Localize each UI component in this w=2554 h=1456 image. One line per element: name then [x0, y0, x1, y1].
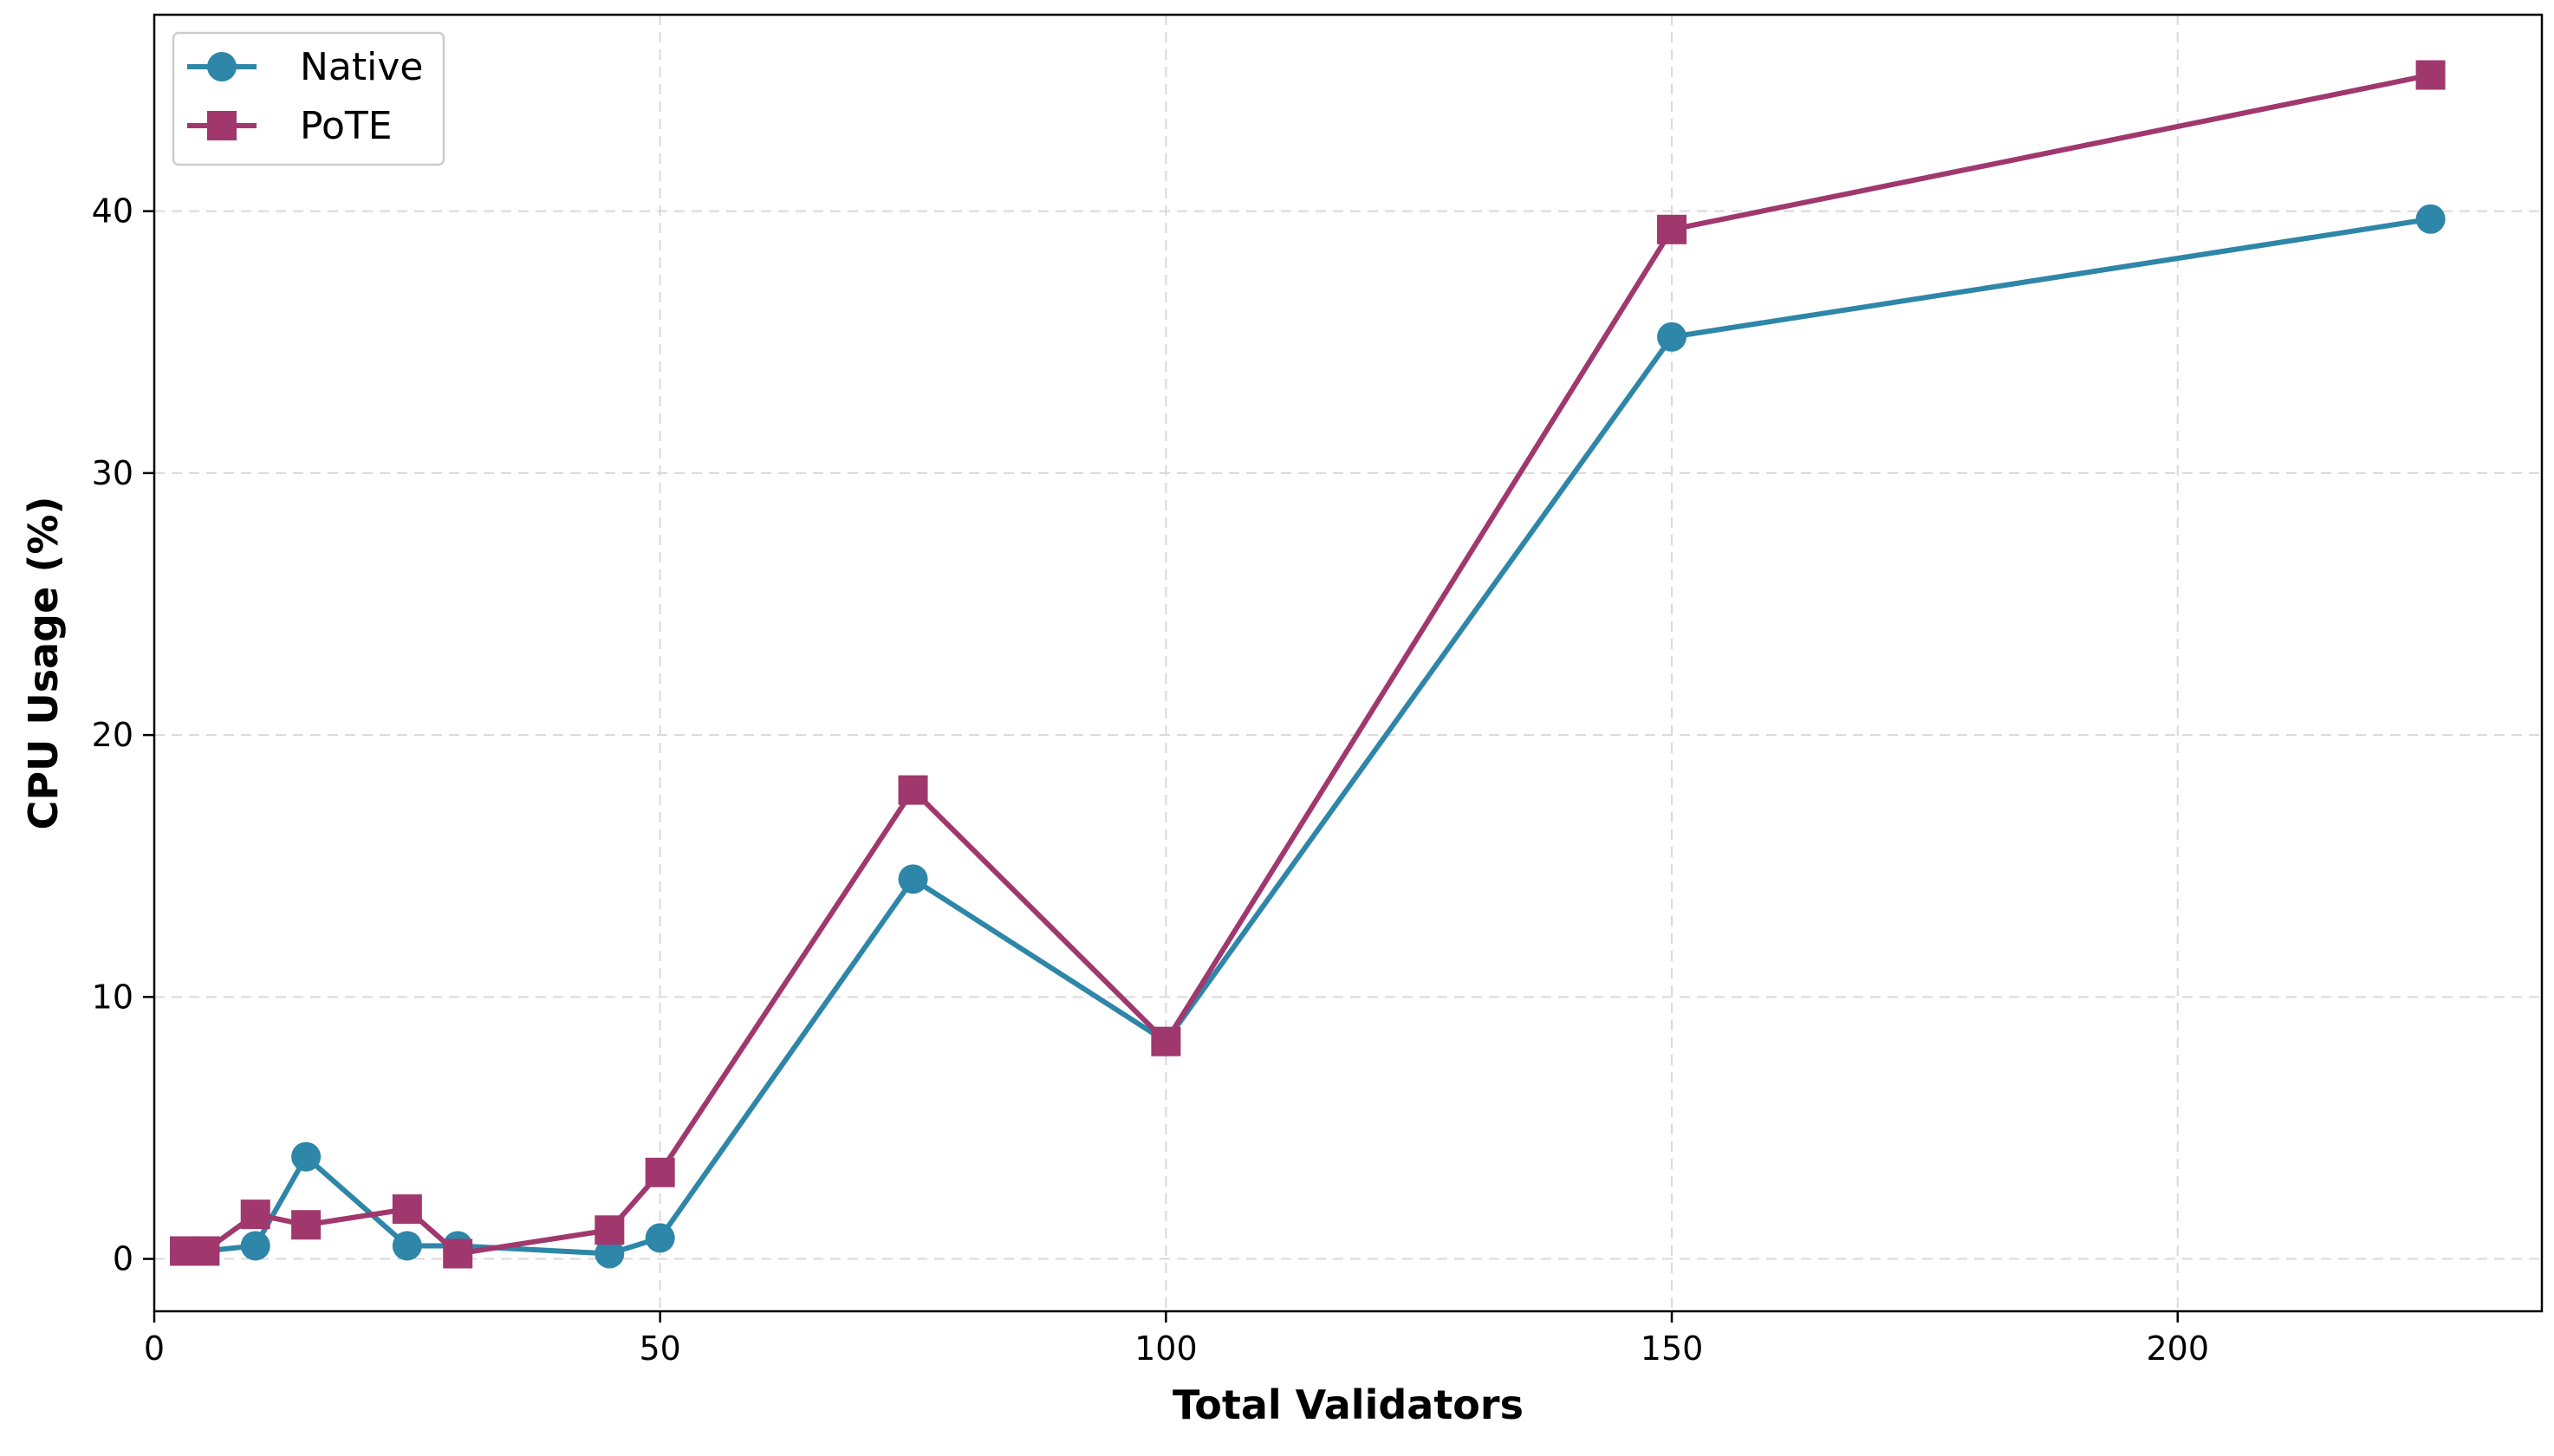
grid — [153, 15, 2542, 1311]
data-point-native — [240, 1231, 270, 1261]
data-point-pote — [291, 1210, 322, 1240]
data-point-native — [595, 1238, 625, 1269]
data-point-pote — [1151, 1026, 1181, 1056]
legend: Native PoTE — [172, 31, 445, 166]
x-tick-label: 100 — [1134, 1329, 1198, 1368]
data-point-pote — [392, 1194, 422, 1225]
legend-swatch-marker — [207, 111, 237, 140]
x-axis: 0 50 100 150 200 — [144, 1311, 2209, 1368]
data-point-native — [1657, 322, 1687, 352]
data-point-pote — [595, 1215, 625, 1245]
y-tick-label: 0 — [113, 1240, 133, 1278]
data-point-native — [2415, 204, 2446, 234]
legend-item-native: Native — [187, 45, 423, 89]
data-point-pote — [240, 1199, 270, 1230]
data-point-pote — [2415, 60, 2446, 90]
plot-frame — [153, 13, 2544, 1313]
data-point-pote — [190, 1236, 220, 1266]
legend-swatch-marker — [207, 52, 237, 81]
x-tick-label: 150 — [1641, 1329, 1704, 1368]
x-axis-title: Total Validators — [1173, 1381, 1524, 1428]
data-point-native — [898, 864, 928, 894]
data-point-pote — [898, 775, 928, 805]
data-point-pote — [645, 1157, 675, 1187]
y-tick-label: 40 — [92, 192, 133, 231]
series-layer — [170, 60, 2446, 1269]
data-point-native — [645, 1223, 675, 1253]
legend-label: Native — [300, 45, 423, 89]
y-axis: 0 10 20 30 40 — [92, 192, 154, 1278]
y-axis-title: CPU Usage (%) — [20, 497, 67, 830]
data-point-pote — [1657, 214, 1687, 244]
x-tick-label: 200 — [2146, 1329, 2209, 1368]
data-point-native — [392, 1231, 422, 1261]
series-line-native — [185, 216, 2432, 1257]
legend-item-pote: PoTE — [187, 104, 393, 148]
x-tick-label: 0 — [144, 1329, 165, 1368]
y-tick-label: 10 — [92, 978, 133, 1016]
series-pote — [170, 60, 2446, 1269]
y-tick-label: 30 — [92, 454, 133, 492]
series-native — [170, 204, 2446, 1269]
series-line-pote — [185, 72, 2432, 1257]
data-point-pote — [443, 1238, 473, 1269]
legend-label: PoTE — [300, 104, 393, 148]
y-tick-label: 20 — [92, 716, 133, 754]
data-point-native — [291, 1141, 322, 1172]
x-tick-label: 50 — [640, 1329, 681, 1368]
